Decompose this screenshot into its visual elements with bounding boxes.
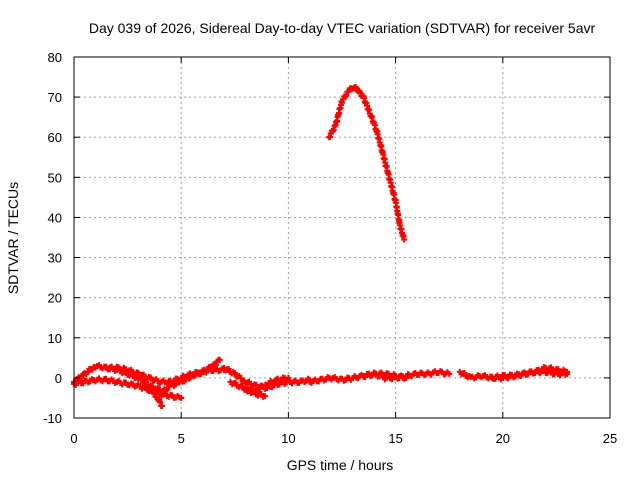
series-sat-track-3 bbox=[103, 363, 165, 409]
data-point bbox=[78, 374, 85, 381]
data-markers bbox=[71, 83, 571, 409]
y-tick-label: -10 bbox=[43, 411, 62, 426]
data-point bbox=[446, 370, 453, 377]
data-point bbox=[357, 89, 364, 96]
y-axis-title: SDTVAR / TECUs bbox=[5, 182, 21, 294]
y-tick-label: 70 bbox=[48, 90, 62, 105]
y-tick-label: 50 bbox=[48, 170, 62, 185]
series-sat-track-10 bbox=[360, 368, 453, 383]
x-tick-label: 25 bbox=[603, 431, 617, 446]
y-tick-label: 20 bbox=[48, 291, 62, 306]
plot-frame bbox=[73, 56, 611, 419]
data-point bbox=[339, 99, 345, 106]
data-point bbox=[343, 92, 350, 99]
x-tick-label: 20 bbox=[496, 431, 510, 446]
y-tick-label: 30 bbox=[48, 251, 62, 266]
data-point bbox=[151, 390, 158, 397]
x-axis-title: GPS time / hours bbox=[287, 457, 394, 473]
y-tick-label: 10 bbox=[48, 331, 62, 346]
y-tick-label: 80 bbox=[48, 50, 62, 65]
series-sat-track-12 bbox=[489, 367, 571, 383]
data-point bbox=[231, 369, 238, 376]
data-point bbox=[216, 356, 223, 363]
x-tick-label: 5 bbox=[178, 431, 185, 446]
data-point bbox=[401, 236, 408, 243]
data-point bbox=[164, 386, 171, 393]
y-tick-label: 40 bbox=[48, 210, 62, 225]
series-sat-track-peak bbox=[326, 83, 408, 243]
series-sat-track-8 bbox=[242, 374, 292, 395]
data-point bbox=[158, 402, 165, 409]
series-sat-track-4 bbox=[156, 356, 223, 398]
series-sat-track-5 bbox=[135, 365, 228, 387]
data-point bbox=[285, 374, 292, 381]
data-point bbox=[352, 83, 359, 90]
data-point bbox=[158, 391, 165, 398]
tick-labels: 0 5 10 15 20 25 -10 0 10 20 30 40 50 60 70 80 bbox=[43, 50, 617, 446]
chart-title: Day 039 of 2026, Sidereal Day-to-day VTE… bbox=[89, 20, 596, 36]
data-point bbox=[564, 370, 571, 377]
data-point bbox=[84, 369, 91, 376]
x-tick-label: 15 bbox=[388, 431, 402, 446]
data-point bbox=[261, 392, 268, 399]
data-point bbox=[178, 394, 185, 401]
y-tick-label: 60 bbox=[48, 130, 62, 145]
data-point bbox=[345, 88, 352, 95]
data-point bbox=[239, 383, 246, 390]
axis-ticks bbox=[73, 56, 611, 419]
x-tick-label: 10 bbox=[281, 431, 295, 446]
y-tick-label: 0 bbox=[55, 371, 62, 386]
grid-lines bbox=[74, 57, 610, 418]
data-point bbox=[147, 384, 154, 391]
x-tick-label: 0 bbox=[70, 431, 77, 446]
